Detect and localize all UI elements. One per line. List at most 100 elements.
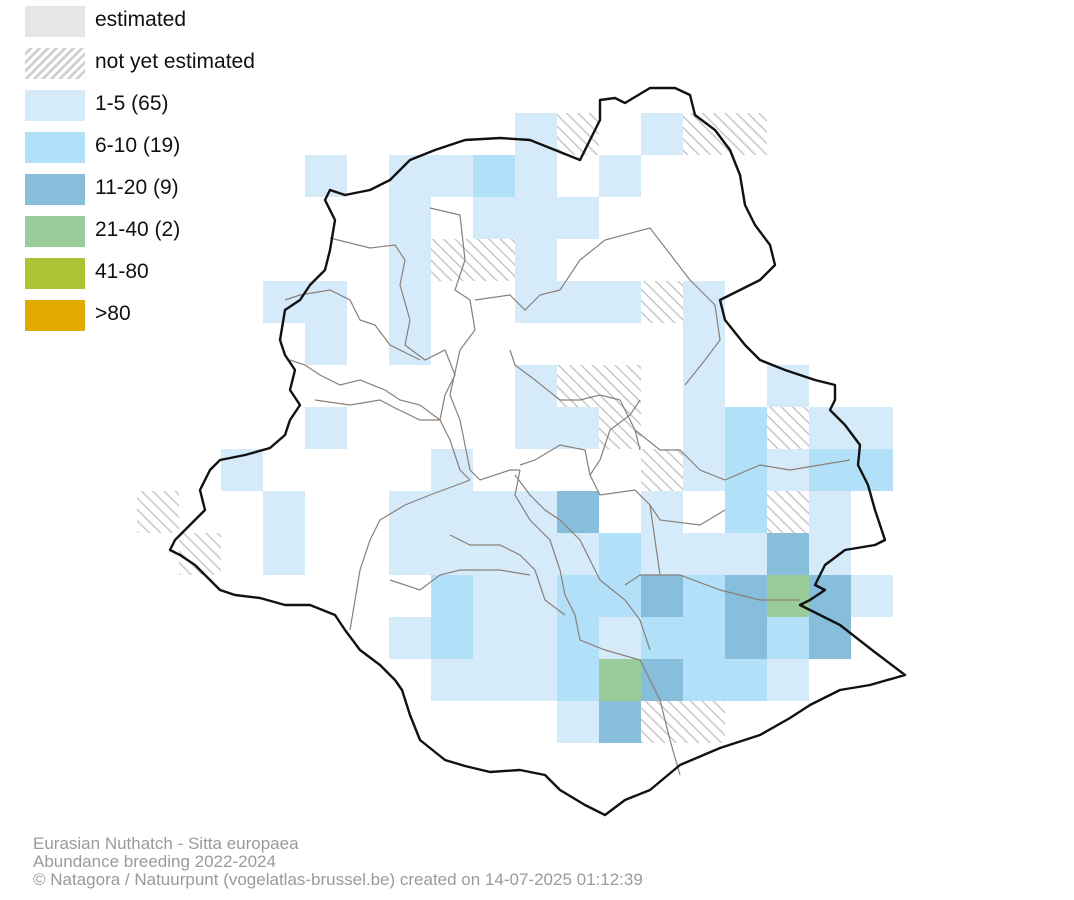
grid-cell-c1 (389, 323, 431, 365)
grid-cell-c3 (641, 575, 683, 617)
grid-cell-not_estimated (431, 239, 473, 281)
grid-cell-c1 (515, 533, 557, 575)
caption-credit: © Natagora / Natuurpunt (vogelatlas-brus… (33, 870, 643, 889)
grid-cell-c1 (809, 533, 851, 575)
grid-cell-c2 (851, 449, 893, 491)
grid-cell-c1 (473, 197, 515, 239)
grid-cell-not_estimated (557, 365, 599, 407)
grid-cell-c1 (431, 449, 473, 491)
grid-cell-not_estimated (137, 491, 179, 533)
grid-cell-not_estimated (767, 491, 809, 533)
grid-cell-c3 (557, 491, 599, 533)
grid-cell-c1 (725, 533, 767, 575)
map-caption: Eurasian Nuthatch - Sitta europaea Abund… (33, 835, 643, 889)
legend-swatch-21-40 (25, 216, 85, 247)
grid-cell-c1 (389, 281, 431, 323)
grid-cell-c2 (683, 617, 725, 659)
grid-cell-c1 (557, 701, 599, 743)
grid-cell-c1 (389, 617, 431, 659)
grid-cell-c3 (599, 701, 641, 743)
municipality-borders (284, 207, 851, 776)
grid-cell-c2 (683, 575, 725, 617)
grid-cell-c1 (305, 155, 347, 197)
grid-cell-c1 (389, 197, 431, 239)
grid-cell-c2 (809, 449, 851, 491)
grid-cell-c1 (305, 281, 347, 323)
grid-cell-c1 (431, 533, 473, 575)
legend-swatch-41-80 (25, 258, 85, 289)
grid-cell-c2 (557, 617, 599, 659)
grid-cell-c3 (725, 617, 767, 659)
grid-cell-c1 (599, 617, 641, 659)
grid-cells (137, 113, 893, 743)
grid-cell-not_estimated (641, 281, 683, 323)
grid-cell-not_estimated (473, 239, 515, 281)
grid-cell-c1 (431, 659, 473, 701)
grid-cell-not_estimated (683, 701, 725, 743)
grid-cell-c1 (515, 155, 557, 197)
grid-cell-c1 (851, 575, 893, 617)
grid-cell-not_estimated (179, 533, 221, 575)
grid-cell-c1 (431, 155, 473, 197)
grid-cell-c2 (599, 533, 641, 575)
grid-cell-c2 (431, 617, 473, 659)
legend-swatch-6-10 (25, 132, 85, 163)
grid-cell-c1 (515, 407, 557, 449)
grid-cell-c1 (473, 659, 515, 701)
grid-cell-c1 (683, 449, 725, 491)
grid-cell-c2 (557, 575, 599, 617)
grid-cell-c2 (683, 659, 725, 701)
grid-cell-c4 (767, 575, 809, 617)
legend-label-over-80: >80 (95, 302, 131, 325)
grid-cell-c1 (473, 575, 515, 617)
grid-cell-c1 (683, 365, 725, 407)
grid-cell-c1 (305, 323, 347, 365)
caption-species: Eurasian Nuthatch - Sitta europaea (33, 834, 299, 853)
grid-cell-c1 (557, 533, 599, 575)
grid-cell-c1 (557, 197, 599, 239)
grid-cell-not_estimated (641, 449, 683, 491)
grid-cell-not_estimated (767, 407, 809, 449)
grid-cell-c1 (263, 533, 305, 575)
grid-cell-c1 (473, 617, 515, 659)
caption-subtitle: Abundance breeding 2022-2024 (33, 852, 276, 871)
grid-cell-c3 (809, 617, 851, 659)
legend-label-11-20: 11-20 (9) (95, 176, 179, 199)
legend-label-6-10: 6-10 (19) (95, 134, 181, 157)
grid-cell-c1 (515, 239, 557, 281)
grid-cell-c2 (767, 617, 809, 659)
grid-cell-c1 (515, 575, 557, 617)
legend-label-21-40: 21-40 (2) (95, 218, 181, 241)
grid-cell-c4 (599, 659, 641, 701)
grid-cell-c1 (473, 533, 515, 575)
grid-cell-c2 (725, 659, 767, 701)
legend-swatch-1-5 (25, 90, 85, 121)
grid-cell-c1 (599, 155, 641, 197)
legend-label-1-5: 1-5 (65) (95, 92, 169, 115)
legend-label-not-yet-estimated: not yet estimated (95, 50, 255, 73)
grid-cell-c2 (473, 155, 515, 197)
region-boundary (168, 86, 907, 817)
grid-cell-c2 (641, 617, 683, 659)
grid-cell-c1 (515, 365, 557, 407)
grid-cell-c3 (767, 533, 809, 575)
legend-swatch-estimated (25, 6, 85, 37)
grid-cell-c1 (683, 533, 725, 575)
grid-cell-c1 (515, 197, 557, 239)
grid-cell-c2 (725, 407, 767, 449)
legend-swatch-11-20 (25, 174, 85, 205)
grid-cell-c1 (599, 281, 641, 323)
grid-cell-c1 (515, 617, 557, 659)
grid-cell-c2 (557, 659, 599, 701)
legend-label-estimated: estimated (95, 8, 187, 31)
legend-label-41-80: 41-80 (95, 260, 149, 283)
grid-cell-c1 (515, 659, 557, 701)
grid-cell-c1 (809, 491, 851, 533)
grid-cell-c1 (431, 491, 473, 533)
grid-cell-c2 (725, 491, 767, 533)
grid-cell-c1 (557, 281, 599, 323)
grid-cell-c2 (725, 449, 767, 491)
grid-cell-c1 (473, 491, 515, 533)
grid-cell-not_estimated (725, 113, 767, 155)
grid-cell-c1 (641, 533, 683, 575)
